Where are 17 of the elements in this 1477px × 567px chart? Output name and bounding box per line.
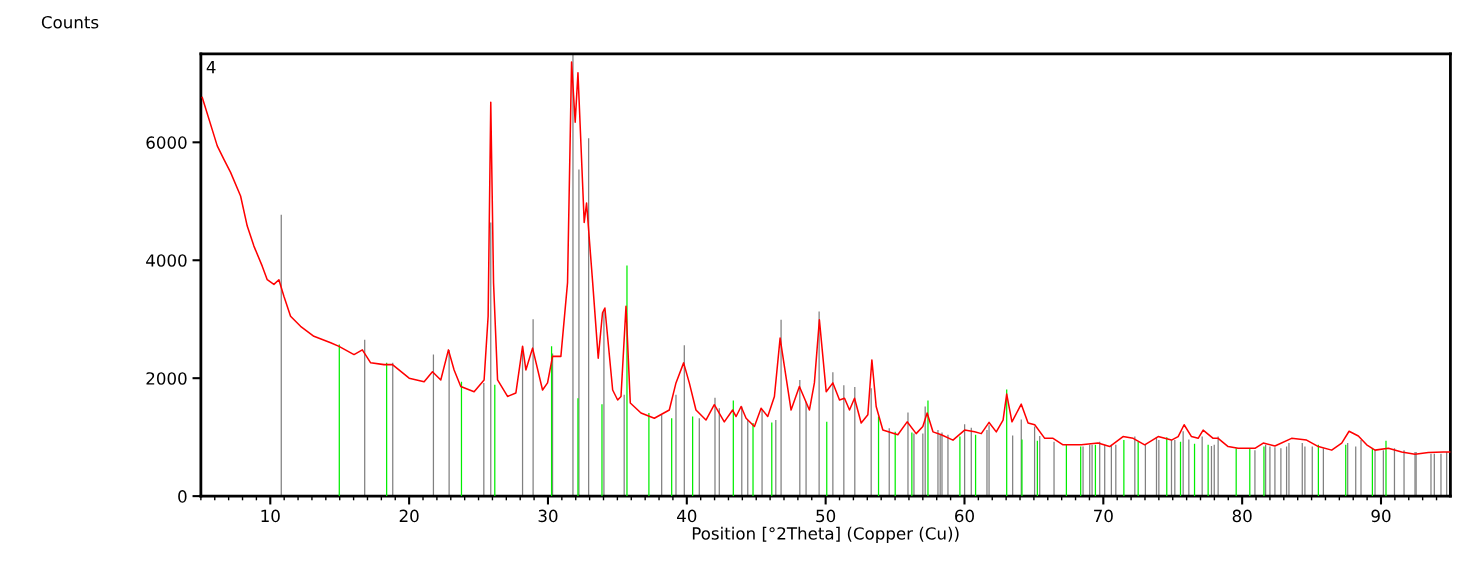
x-tick-label: 90 (1371, 509, 1391, 523)
x-tick-label: 80 (1232, 509, 1252, 523)
x-tick-label: 70 (1094, 509, 1113, 523)
x-tick-label: 50 (816, 509, 836, 523)
x-tick-label: 10 (261, 509, 280, 523)
x-tick-label: 20 (399, 509, 419, 523)
y-tick-label: 6000 (146, 136, 187, 149)
y-tick-label: 4000 (146, 254, 187, 267)
y-tick-label: 0 (178, 490, 187, 503)
x-tick-label: 40 (677, 509, 697, 523)
annotation: 4 (206, 61, 216, 74)
y-axis-title: Counts (41, 15, 99, 29)
x-tick-label: 30 (538, 509, 558, 523)
line-series (201, 61, 1451, 456)
x-axis-title: Position [°2Theta] (Copper (Cu)) (692, 526, 959, 543)
x-tick-label: 60 (955, 509, 974, 523)
y-tick-label: 2000 (146, 372, 187, 385)
